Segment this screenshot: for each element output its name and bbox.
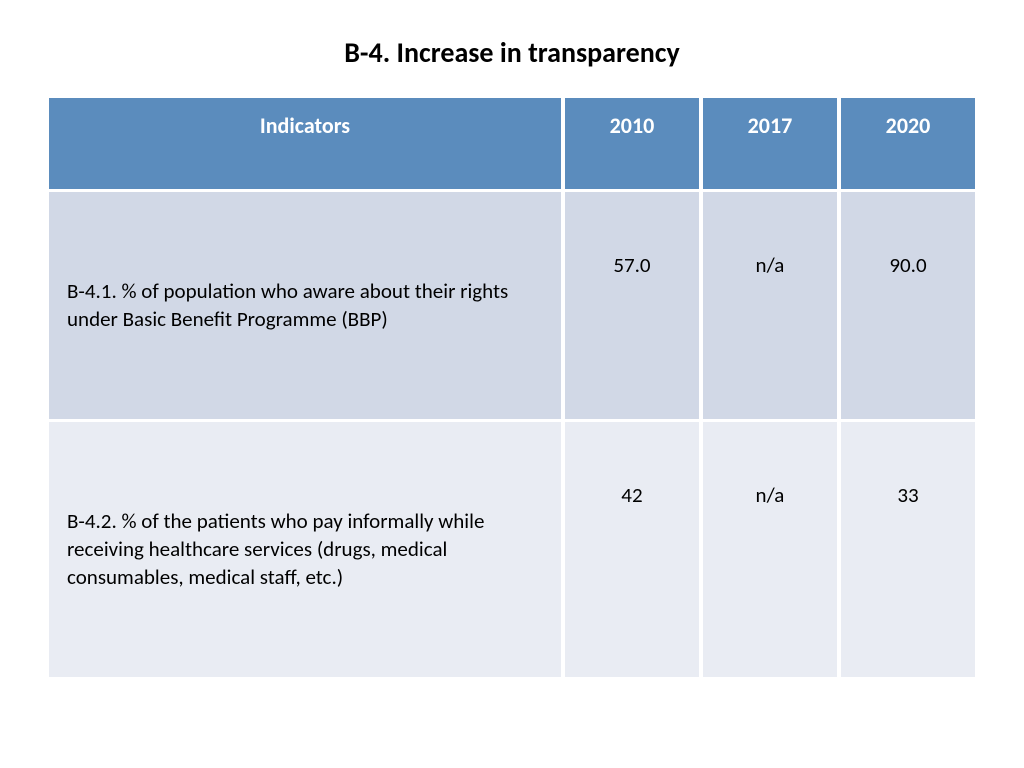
value-2010: 57.0 [565,192,699,419]
indicator-cell: B-4.2. % of the patients who pay informa… [49,422,561,677]
table-row: B-4.2. % of the patients who pay informa… [49,422,975,677]
indicator-cell: B-4.1. % of population who aware about t… [49,192,561,419]
col-2017: 2017 [703,98,837,189]
page-title: B-4. Increase in transparency [45,35,979,70]
col-indicators: Indicators [49,98,561,189]
value-2017: n/a [703,192,837,419]
col-2020: 2020 [841,98,975,189]
value-2020: 90.0 [841,192,975,419]
col-2010: 2010 [565,98,699,189]
value-2020: 33 [841,422,975,677]
value-2010: 42 [565,422,699,677]
value-2017: n/a [703,422,837,677]
indicators-table: Indicators 2010 2017 2020 B-4.1. % of po… [45,95,979,680]
table-row: B-4.1. % of population who aware about t… [49,192,975,419]
table-header-row: Indicators 2010 2017 2020 [49,98,975,189]
